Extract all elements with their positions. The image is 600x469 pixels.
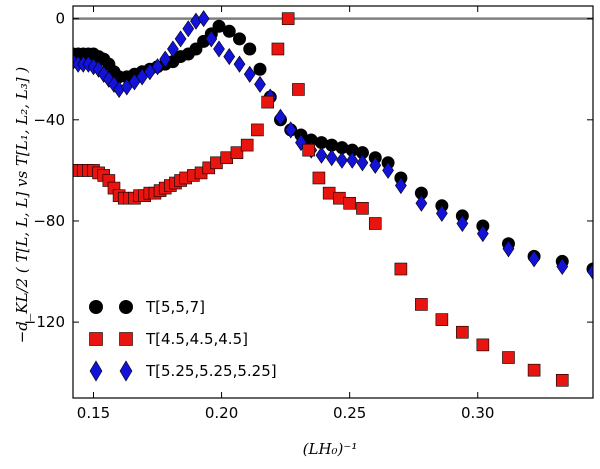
data-point: [233, 55, 246, 73]
data-point: [456, 325, 469, 339]
x-axis-label: (LH₀)⁻¹: [303, 440, 358, 458]
legend-marker-1b: [119, 300, 133, 314]
x-tick-label: 0.25: [333, 404, 366, 422]
data-point: [314, 136, 328, 150]
data-point: [223, 48, 236, 66]
series-2: [73, 12, 569, 387]
legend: T[5,5,7] T[4.5,4.5,4.5] T[5.25,5.25,5.25…: [89, 298, 277, 382]
data-point: [528, 250, 540, 268]
data-point: [182, 20, 195, 38]
series-3: [73, 10, 593, 281]
plot-frame: [72, 5, 594, 399]
data-point: [325, 149, 338, 167]
data-point: [415, 298, 428, 311]
data-point: [587, 263, 593, 281]
data-point: [261, 95, 274, 109]
data-point: [336, 151, 348, 169]
data-point: [251, 123, 264, 137]
data-point: [159, 50, 172, 68]
data-point: [414, 186, 428, 200]
data-point: [205, 30, 218, 48]
data-point: [174, 30, 187, 48]
y-tick-label: −120: [24, 313, 65, 331]
data-point: [274, 108, 287, 126]
legend-marker-2b: [119, 332, 133, 346]
data-point: [356, 154, 369, 172]
ticks-layer: 0.15 0.20 0.25 0.30 0 −40 −80 −120: [24, 6, 593, 422]
data-point: [281, 12, 295, 25]
data-point: [212, 19, 226, 33]
data-point: [230, 146, 244, 159]
data-point: [476, 225, 489, 243]
legend-label-2: T[4.5,4.5,4.5]: [145, 330, 248, 348]
data-point: [368, 217, 382, 230]
data-point: [253, 62, 267, 76]
data-point: [415, 194, 428, 212]
data-point: [476, 338, 490, 352]
data-point: [243, 65, 256, 83]
legend-marker-3b: [119, 360, 133, 382]
y-tick-label: −80: [33, 212, 65, 230]
data-point: [369, 156, 382, 174]
data-point: [502, 351, 515, 364]
data-point: [197, 10, 210, 28]
data-point: [167, 40, 179, 58]
data-point: [343, 196, 356, 210]
data-point: [527, 363, 541, 377]
data-point: [335, 141, 349, 155]
data-point: [355, 146, 369, 160]
data-point: [213, 40, 225, 58]
data-point: [151, 58, 164, 76]
y-tick-label: 0: [55, 10, 65, 28]
data-point: [304, 133, 318, 147]
x-tick-label: 0.30: [461, 404, 494, 422]
data-point: [325, 138, 339, 152]
data-point: [243, 42, 257, 56]
data-point: [356, 202, 369, 215]
data-point: [556, 257, 569, 276]
legend-marker-2a: [89, 332, 103, 346]
data-point: [345, 143, 359, 157]
series-layer: [73, 10, 593, 387]
data-point: [271, 42, 285, 56]
y-axis-label: −d_KL/2 ( T[L, L, L] vs T[L₁, L₂, L₃] ): [13, 67, 31, 344]
data-point: [254, 75, 266, 93]
data-point: [222, 24, 236, 38]
x-tick-label: 0.15: [77, 404, 110, 422]
data-point: [312, 171, 326, 185]
y-tick-label: −40: [33, 111, 65, 129]
data-point: [502, 240, 515, 258]
data-point: [284, 121, 297, 139]
legend-label-3: T[5.25,5.25,5.25]: [145, 362, 277, 380]
data-point: [394, 262, 408, 276]
data-point: [382, 161, 394, 179]
data-point: [435, 313, 449, 326]
legend-label-1: T[5,5,7]: [145, 298, 205, 316]
data-point: [233, 32, 247, 46]
data-point: [302, 143, 315, 157]
legend-marker-3a: [89, 360, 103, 382]
data-point: [292, 83, 305, 96]
data-point: [395, 177, 407, 195]
x-tick-label: 0.20: [205, 404, 238, 422]
data-point: [240, 138, 254, 152]
data-point: [555, 373, 569, 387]
legend-marker-1a: [89, 300, 103, 314]
data-point: [346, 151, 359, 169]
data-point: [456, 214, 469, 233]
data-point: [315, 146, 328, 164]
data-point: [436, 204, 448, 222]
